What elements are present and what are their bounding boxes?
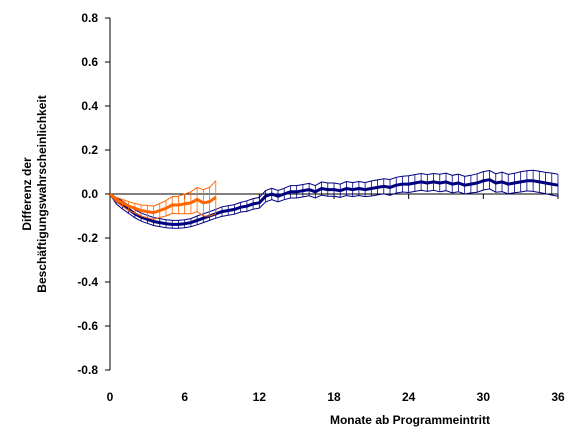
x-axis-title: Monate ab Programmeintritt	[330, 413, 490, 427]
x-tick-label: 36	[551, 390, 565, 404]
y-axis-title: Differenz der Beschäftigungswahrscheinli…	[20, 95, 49, 292]
y-tick-label: -0.8	[77, 363, 98, 377]
y-tick-label: 0.0	[81, 187, 98, 201]
ci-lower-line	[109, 188, 559, 229]
series-1	[108, 169, 559, 229]
ci-upper-line	[109, 169, 559, 221]
ci-lower-line	[109, 193, 216, 220]
ci-upper-line	[109, 180, 217, 207]
y-tick-label: -0.2	[77, 231, 98, 245]
y-axis-title-line-1: Differenz der	[20, 157, 34, 231]
y-tick-label: 0.6	[81, 55, 98, 69]
x-tick-label: 18	[327, 390, 341, 404]
y-tick-label: -0.4	[77, 275, 98, 289]
series-2	[109, 180, 217, 220]
series-line	[108, 178, 559, 226]
series-line	[109, 192, 217, 215]
y-axis-title-line-2: Beschäftigungswahrscheinlichkeit	[35, 95, 49, 292]
y-tick-label: 0.4	[81, 99, 98, 113]
y-tick-label: -0.6	[77, 319, 98, 333]
y-tick-label: 0.2	[81, 143, 98, 157]
x-tick-label: 12	[253, 390, 267, 404]
x-tick-label: 30	[477, 390, 491, 404]
series-layer	[108, 169, 559, 229]
x-tick-label: 24	[402, 390, 416, 404]
x-tick-label: 6	[181, 390, 188, 404]
y-tick-label: 0.8	[81, 11, 98, 25]
y-ticks: 0.8 0.6 0.4 0.2 0.0 -0.2 -0.4 -0.6 -0.8	[77, 11, 110, 377]
x-tick-label: 0	[107, 390, 114, 404]
